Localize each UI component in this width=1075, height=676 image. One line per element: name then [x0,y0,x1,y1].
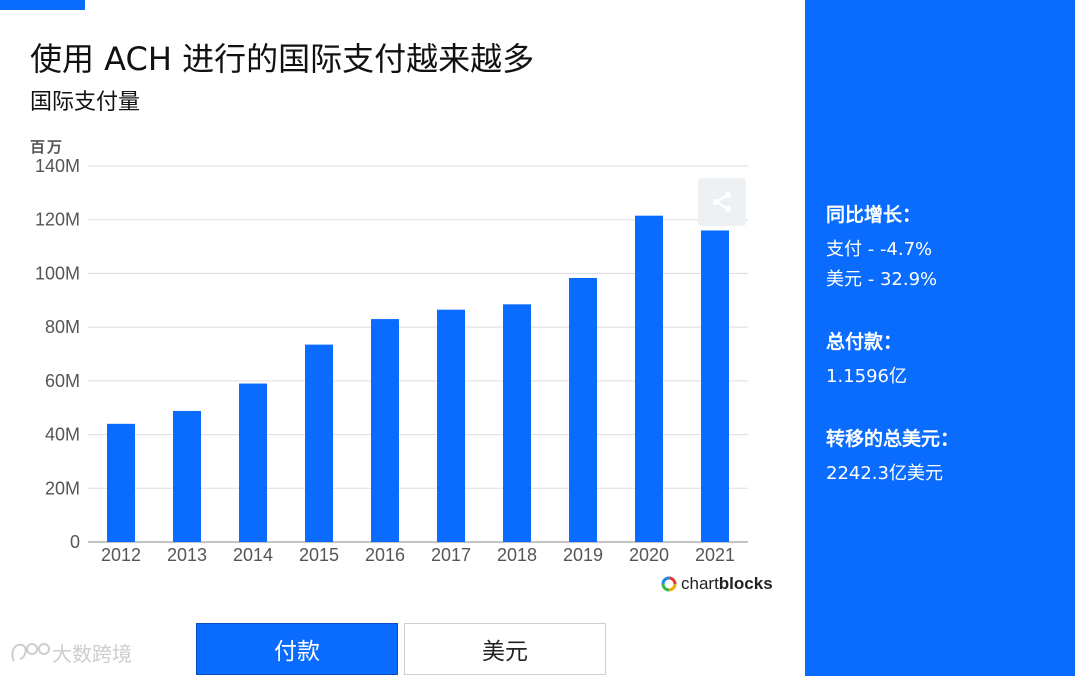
x-tick-label: 2019 [563,545,603,565]
x-tick-label: 2015 [299,545,339,565]
tab-usd[interactable]: 美元 [404,623,606,675]
y-tick-label: 60M [45,371,80,391]
x-tick-label: 2014 [233,545,273,565]
bar [173,410,201,542]
y-tick-label: 0 [70,532,80,552]
tab-payments[interactable]: 付款 [196,623,398,675]
stat-yoy-usd: 美元 - 32.9% [826,269,938,290]
y-tick-label: 80M [45,317,80,337]
y-tick-label: 100M [35,263,80,283]
bar [239,383,267,542]
y-tick-label: 40M [45,425,80,445]
y-axis-unit-label: 百万 [30,138,65,156]
stat-usd-heading: 转移的总美元： [826,428,960,450]
x-tick-label: 2012 [101,545,141,565]
stat-total-usd: 转移的总美元： 2242.3亿美元 [826,424,959,489]
stat-yoy-payments: 支付 - -4.7% [826,239,933,260]
bar [305,344,333,542]
top-accent-bar [0,0,85,10]
chartblocks-logo-icon [661,576,677,592]
chart-title: 使用 ACH 进行的国际支付越来越多 [30,40,535,78]
brand-name-suffix: blocks [718,574,773,593]
stat-usd-value: 2242.3亿美元 [826,463,943,484]
stat-total-payments: 总付款： 1.1596亿 [826,327,907,392]
bar [437,309,465,542]
x-tick-label: 2021 [695,545,735,565]
y-tick-label: 140M [35,156,80,176]
watermark-text: 大数跨境 [52,642,132,666]
metric-tabs: 付款 美元 [196,623,606,675]
x-tick-label: 2018 [497,545,537,565]
stat-yoy-growth: 同比增长： 支付 - -4.7% 美元 - 32.9% [826,200,937,295]
y-tick-label: 20M [45,478,80,498]
share-button[interactable] [698,178,746,226]
bar [107,423,135,542]
bar [503,304,531,542]
bar [371,319,399,542]
stats-sidebar: 同比增长： 支付 - -4.7% 美元 - 32.9% 总付款： 1.1596亿… [805,0,1075,676]
share-icon [713,192,731,212]
stat-yoy-heading: 同比增长： [826,204,922,226]
stat-total-heading: 总付款： [826,331,903,353]
chart-subtitle: 国际支付量 [30,90,141,115]
y-tick-label: 120M [35,210,80,230]
watermark-logo-icon [11,642,50,661]
watermark: 大数跨境 [8,638,132,667]
bar [569,277,597,542]
x-tick-label: 2020 [629,545,669,565]
bar [701,230,729,542]
x-tick-label: 2017 [431,545,471,565]
x-tick-label: 2013 [167,545,207,565]
x-tick-label: 2016 [365,545,405,565]
bar-chart: 0 20M 40M 60M 80M 100M 120M 140M 2012 2013 2014 201… [35,156,748,565]
chartblocks-brand[interactable]: chart blocks [660,574,773,594]
stat-total-value: 1.1596亿 [826,366,907,387]
bar [635,215,663,542]
brand-name-prefix: chart [681,574,719,593]
